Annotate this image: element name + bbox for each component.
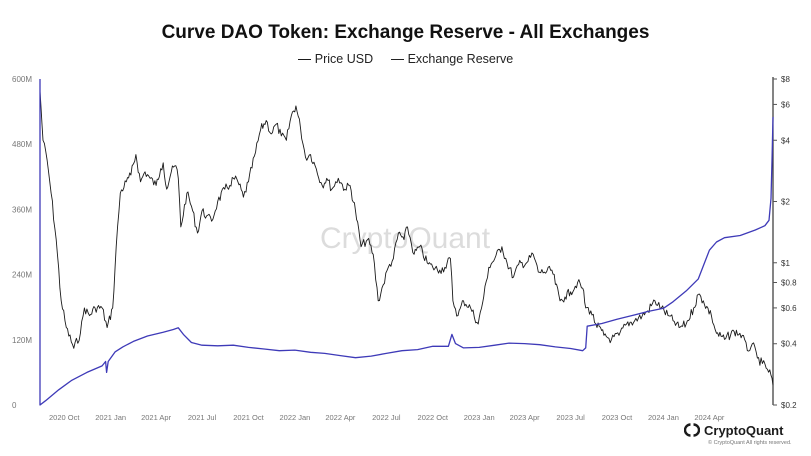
y-right-tick-label: $0.4 — [781, 340, 797, 349]
y-left-tick-label: 120M — [12, 336, 32, 345]
x-tick-label: 2023 Jan — [464, 413, 495, 422]
x-tick-label: 2022 Jan — [279, 413, 310, 422]
brand-copyright: © CryptoQuant All rights reserved. — [708, 440, 792, 446]
x-tick-label: 2022 Jul — [372, 413, 401, 422]
y-left-tick-label: 600M — [12, 75, 32, 84]
legend-swatch-price — [297, 59, 311, 61]
x-tick-label: 2024 Apr — [694, 413, 725, 422]
series-line-price-usd — [39, 90, 774, 386]
y-right-tick-label: $0.8 — [781, 278, 797, 287]
x-tick-label: 2022 Apr — [325, 413, 356, 422]
legend-label-exchange-reserve: Exchange Reserve — [407, 52, 514, 66]
y-right-tick-label: $0.2 — [781, 401, 797, 410]
y-right-tick-label: $1 — [781, 259, 790, 268]
chart-title: Curve DAO Token: Exchange Reserve - All … — [161, 22, 650, 43]
y-right-tick-label: $0.6 — [781, 304, 797, 313]
legend: Price USD Exchange Reserve — [0, 52, 811, 66]
y-left-tick-label: 480M — [12, 140, 32, 149]
x-tick-label: 2023 Jul — [556, 413, 585, 422]
legend-item-exchange-reserve[interactable]: Exchange Reserve — [390, 52, 514, 66]
legend-swatch-exchange-reserve — [390, 59, 404, 61]
brand-name: CryptoQuant — [704, 423, 784, 438]
x-tick-label: 2021 Apr — [141, 413, 172, 422]
x-tick-label: 2022 Oct — [418, 413, 449, 422]
y-right-tick-label: $2 — [781, 198, 790, 207]
axes: 0 120M 240M 360M 480M 600M $0.2 $0.4 $0.6 $0.8 $1 $… — [12, 75, 797, 422]
series-layer — [39, 79, 774, 406]
legend-item-price[interactable]: Price USD — [297, 52, 374, 66]
watermark: CryptoQuant — [320, 222, 491, 255]
y-right-tick-label: $4 — [781, 136, 790, 145]
y-left-tick-label: 240M — [12, 271, 32, 280]
series-line-exchange-reserve — [39, 79, 774, 406]
y-left-tick-label: 360M — [12, 205, 32, 214]
x-tick-label: 2021 Jan — [95, 413, 126, 422]
x-tick-label: 2020 Oct — [49, 413, 80, 422]
cryptoquant-logo-icon — [684, 423, 700, 437]
x-tick-label: 2023 Apr — [510, 413, 541, 422]
x-tick-label: 2024 Jan — [648, 413, 679, 422]
x-tick-label: 2023 Oct — [602, 413, 633, 422]
y-right-tick-label: $8 — [781, 75, 790, 84]
x-tick-label: 2021 Oct — [233, 413, 264, 422]
legend-label-price: Price USD — [314, 52, 374, 66]
x-tick-label: 2021 Jul — [188, 413, 217, 422]
y-right-tick-label: $6 — [781, 100, 790, 109]
y-left-tick-label: 0 — [12, 401, 17, 410]
